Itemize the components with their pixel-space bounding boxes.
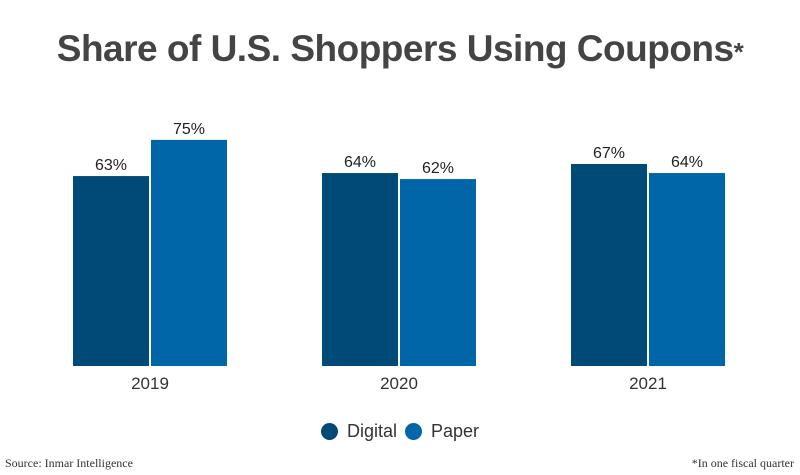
data-label: 63% <box>95 157 127 174</box>
x-tick-label: 2019 <box>131 374 169 393</box>
data-label: 75% <box>173 121 205 138</box>
bar-digital-2020 <box>322 173 398 366</box>
bar-paper-2020 <box>400 179 476 366</box>
legend-label-paper: Paper <box>430 421 480 441</box>
legend-swatch-digital <box>320 423 338 440</box>
footnote: *In one fiscal quarter <box>691 456 794 470</box>
data-label: 67% <box>593 145 625 162</box>
title-text: Share of U.S. Shoppers Using Coupons <box>56 28 734 69</box>
source-text: Source: Inmar Intelligence <box>5 456 133 470</box>
legend-item-digital: Digital <box>320 421 397 442</box>
data-label: 64% <box>671 154 703 171</box>
data-label: 64% <box>344 154 376 171</box>
data-label: 62% <box>422 160 454 177</box>
legend: Digital Paper <box>0 421 800 442</box>
chart-title: Share of U.S. Shoppers Using Coupons* <box>0 28 800 70</box>
legend-item-paper: Paper <box>404 421 480 442</box>
bar-digital-2019 <box>73 176 149 366</box>
x-tick-label: 2020 <box>380 374 418 393</box>
title-asterisk: * <box>733 37 744 67</box>
bar-paper-2021 <box>649 173 725 366</box>
bar-paper-2019 <box>151 139 227 366</box>
legend-label-digital: Digital <box>346 421 397 441</box>
legend-swatch-paper <box>404 423 422 440</box>
bar-digital-2021 <box>571 163 647 366</box>
x-tick-label: 2021 <box>629 374 667 393</box>
